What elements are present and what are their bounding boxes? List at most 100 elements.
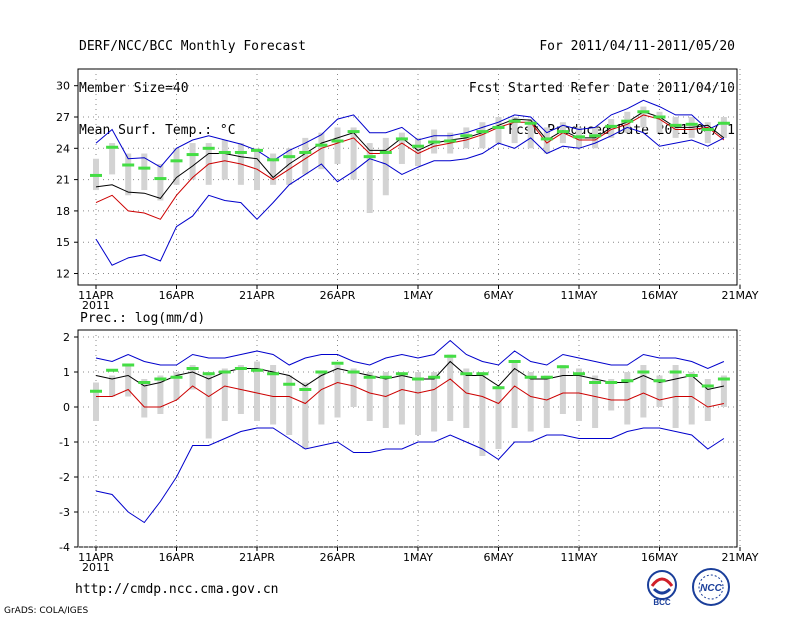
spread-box	[592, 375, 599, 428]
spread-box	[189, 143, 196, 180]
spread-box	[511, 361, 518, 428]
y-tick-label: 2	[63, 331, 70, 344]
obs-marker	[283, 382, 296, 386]
x-year-label: 2011	[82, 299, 110, 312]
obs-marker	[186, 367, 199, 370]
spread-box	[656, 111, 663, 133]
footer-url[interactable]: http://cmdp.ncc.cma.gov.cn	[75, 582, 279, 597]
spread-box	[543, 375, 550, 428]
spread-box	[141, 153, 148, 191]
obs-marker	[669, 370, 682, 374]
x-tick-label: 11MAY	[561, 289, 598, 302]
obs-marker	[589, 134, 602, 138]
series-line-upper	[95, 339, 725, 370]
spread-box	[511, 117, 518, 144]
obs-marker	[154, 377, 167, 381]
y-tick-label: 15	[56, 236, 70, 249]
spread-box	[189, 365, 196, 390]
y-tick-label: 24	[56, 142, 70, 155]
obs-marker	[412, 144, 424, 148]
obs-marker	[154, 177, 167, 181]
y-tick-label: 21	[56, 174, 70, 187]
spread-box	[157, 375, 164, 414]
y-tick-label: 18	[56, 205, 70, 218]
spread-box	[93, 382, 99, 421]
x-tick-label: 11APR	[78, 289, 114, 302]
obs-marker	[379, 150, 392, 154]
obs-marker	[395, 137, 408, 141]
obs-marker	[428, 140, 441, 144]
x-tick-label: 6MAY	[484, 289, 514, 302]
obs-marker	[267, 372, 280, 376]
obs-marker	[717, 121, 730, 125]
y-tick-label: 0	[63, 401, 70, 414]
spread-box	[720, 375, 727, 407]
obs-marker	[202, 146, 215, 150]
obs-marker	[460, 372, 473, 376]
x-tick-label: 21MAY	[722, 551, 759, 564]
spread-box	[350, 127, 357, 180]
spread-box	[302, 382, 309, 449]
obs-marker	[508, 360, 521, 363]
obs-marker	[476, 372, 489, 376]
obs-marker	[331, 361, 344, 365]
obs-marker	[605, 124, 618, 128]
obs-marker	[589, 381, 602, 384]
spread-box	[125, 365, 132, 397]
header-member-size: Member Size=40	[79, 81, 189, 96]
spread-box	[704, 122, 711, 144]
y-tick-label: 27	[56, 111, 70, 124]
obs-marker	[395, 372, 408, 376]
spread-box	[640, 106, 647, 128]
bcc-logo-text: BCC	[653, 598, 671, 607]
spread-box	[479, 122, 486, 149]
spread-box	[350, 368, 357, 407]
spread-box	[479, 372, 486, 456]
spread-box	[624, 372, 631, 425]
x-tick-label: 26APR	[320, 551, 356, 564]
spread-box	[382, 372, 389, 428]
obs-marker	[315, 143, 328, 147]
y-tick-label: 1	[63, 366, 70, 379]
spread-box	[527, 372, 534, 432]
spread-box	[495, 117, 502, 144]
spread-box	[286, 375, 293, 435]
obs-marker	[701, 128, 714, 132]
header-start-date: Fcst Started Refer Date 2011/04/10	[468, 81, 735, 96]
x-tick-label: 16MAY	[641, 289, 678, 302]
spread-box	[221, 368, 228, 421]
spread-box	[576, 368, 582, 421]
obs-marker	[428, 375, 441, 379]
obs-marker	[218, 370, 231, 374]
spread-box	[415, 372, 421, 435]
obs-marker	[90, 173, 102, 177]
spread-box	[640, 365, 647, 418]
y-tick-label: -1	[59, 436, 70, 449]
x-tick-label: 6MAY	[484, 551, 514, 564]
y-tick-label: 12	[56, 268, 70, 281]
obs-marker	[106, 368, 119, 372]
obs-marker	[251, 148, 263, 152]
spread-box	[302, 137, 309, 175]
spread-box	[527, 119, 534, 149]
x-tick-label: 1MAY	[403, 551, 433, 564]
obs-marker	[170, 159, 183, 163]
plot-frame	[77, 329, 738, 548]
obs-marker	[251, 368, 263, 372]
obs-marker	[412, 377, 424, 381]
obs-marker	[621, 379, 634, 383]
obs-marker	[540, 137, 553, 141]
series-line-mean	[95, 111, 725, 199]
obs-marker	[685, 374, 698, 377]
obs-marker	[653, 115, 666, 119]
y-tick-label: -2	[59, 471, 70, 484]
obs-marker	[573, 372, 585, 376]
spread-box	[318, 372, 325, 425]
spread-box	[447, 354, 454, 421]
obs-marker	[283, 155, 296, 159]
obs-marker	[186, 153, 199, 157]
obs-marker	[508, 119, 521, 123]
x-tick-label: 11APR	[78, 551, 114, 564]
spread-box	[141, 379, 148, 418]
